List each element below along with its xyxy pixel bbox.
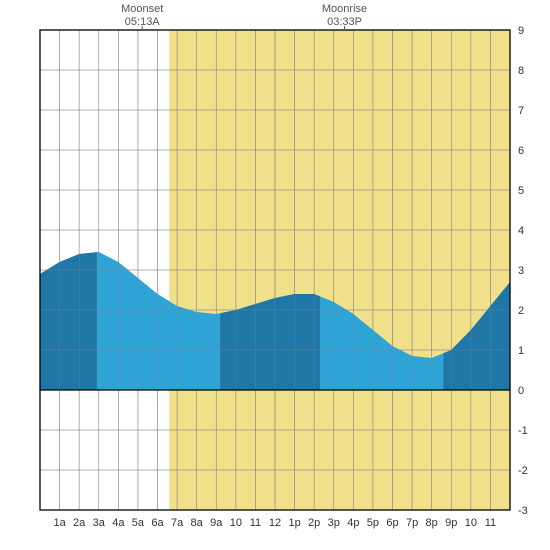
x-tick-label: 9p (445, 517, 457, 529)
y-tick-label: 0 (518, 385, 524, 397)
x-tick-label: 3a (93, 517, 106, 529)
x-tick-label: 11 (485, 517, 496, 529)
y-tick-label: 6 (518, 145, 524, 157)
y-tick-label: 2 (518, 305, 524, 317)
x-tick-label: 2a (73, 517, 86, 529)
x-tick-label: 4p (347, 517, 359, 529)
x-tick-label: 5a (132, 517, 145, 529)
x-tick-label: 11 (250, 517, 261, 529)
x-tick-label: 12 (269, 517, 281, 529)
x-tick-label: 10 (230, 517, 242, 529)
y-tick-label: 1 (518, 345, 524, 357)
y-tick-label: -3 (518, 505, 528, 517)
x-tick-label: 1p (288, 517, 300, 529)
x-tick-label: 1a (53, 517, 66, 529)
x-tick-label: 8a (191, 517, 204, 529)
x-tick-label: 9a (210, 517, 223, 529)
y-tick-label: 4 (518, 225, 524, 237)
x-tick-label: 7a (171, 517, 184, 529)
y-tick-label: -2 (518, 465, 528, 477)
x-tick-label: 4a (112, 517, 125, 529)
x-tick-label: 6a (151, 517, 164, 529)
x-tick-label: 6p (386, 517, 398, 529)
x-tick-label: 5p (367, 517, 379, 529)
y-tick-label: 9 (518, 25, 524, 37)
x-tick-label: 10 (465, 517, 477, 529)
moonrise-time: 03:33P (327, 16, 362, 28)
x-tick-label: 8p (426, 517, 438, 529)
chart-svg: 1a2a3a4a5a6a7a8a9a1011121p2p3p4p5p6p7p8p… (0, 0, 550, 550)
x-tick-label: 3p (328, 517, 340, 529)
y-tick-label: -1 (518, 425, 528, 437)
tide-chart: 1a2a3a4a5a6a7a8a9a1011121p2p3p4p5p6p7p8p… (0, 0, 550, 550)
y-tick-label: 5 (518, 185, 524, 197)
moonrise-label: Moonrise (322, 3, 367, 15)
y-tick-label: 8 (518, 65, 524, 77)
y-tick-label: 3 (518, 265, 524, 277)
moonset-time: 05:13A (125, 16, 161, 28)
moonset-label: Moonset (121, 3, 163, 15)
x-tick-label: 2p (308, 517, 320, 529)
y-tick-label: 7 (518, 105, 524, 117)
x-tick-label: 7p (406, 517, 418, 529)
